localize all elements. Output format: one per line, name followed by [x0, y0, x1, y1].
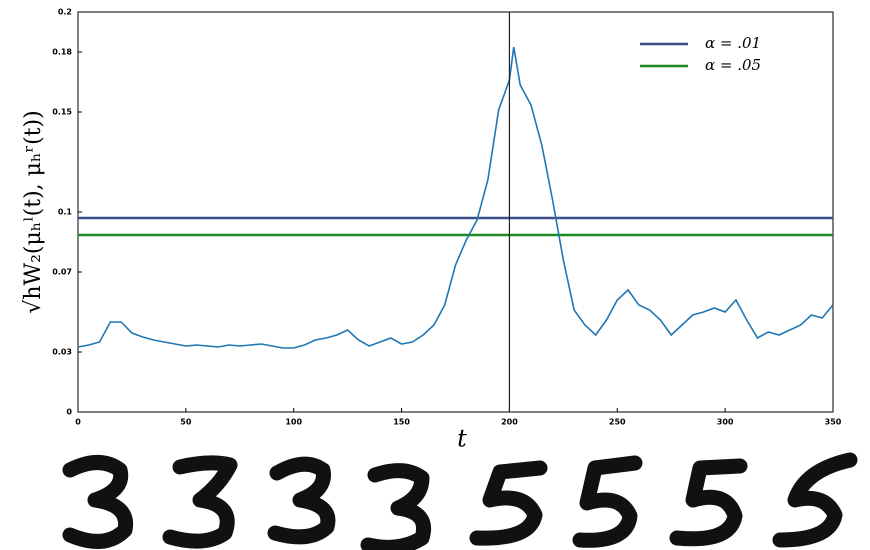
y-tick-label: 0.07	[52, 268, 72, 277]
y-axis-label: √hW₂(μₕˡ(t), μₕʳ(t))	[21, 110, 46, 313]
y-tick-label: 0.03	[52, 348, 72, 357]
x-tick-label: 100	[285, 418, 302, 427]
x-tick-label: 50	[180, 418, 192, 427]
y-tick-label: 0	[66, 408, 72, 417]
digit-strip	[62, 452, 858, 550]
x-tick-label: 350	[825, 418, 842, 427]
x-tick-label: 300	[717, 418, 734, 427]
x-tick-label: 250	[609, 418, 626, 427]
x-tick-label: 150	[393, 418, 410, 427]
x-tick-label: 0	[75, 418, 81, 427]
legend-label: α = .05	[705, 56, 761, 74]
x-axis-label: t	[457, 425, 467, 453]
y-tick-label: 0.2	[58, 8, 72, 17]
legend-label: α = .01	[705, 34, 761, 52]
data-line	[77, 46, 834, 349]
x-tick-label: 200	[501, 418, 518, 427]
y-tick-label: 0.1	[58, 208, 73, 217]
y-tick-label: 0.15	[52, 108, 72, 117]
y-tick-label: 0.18	[52, 48, 72, 57]
